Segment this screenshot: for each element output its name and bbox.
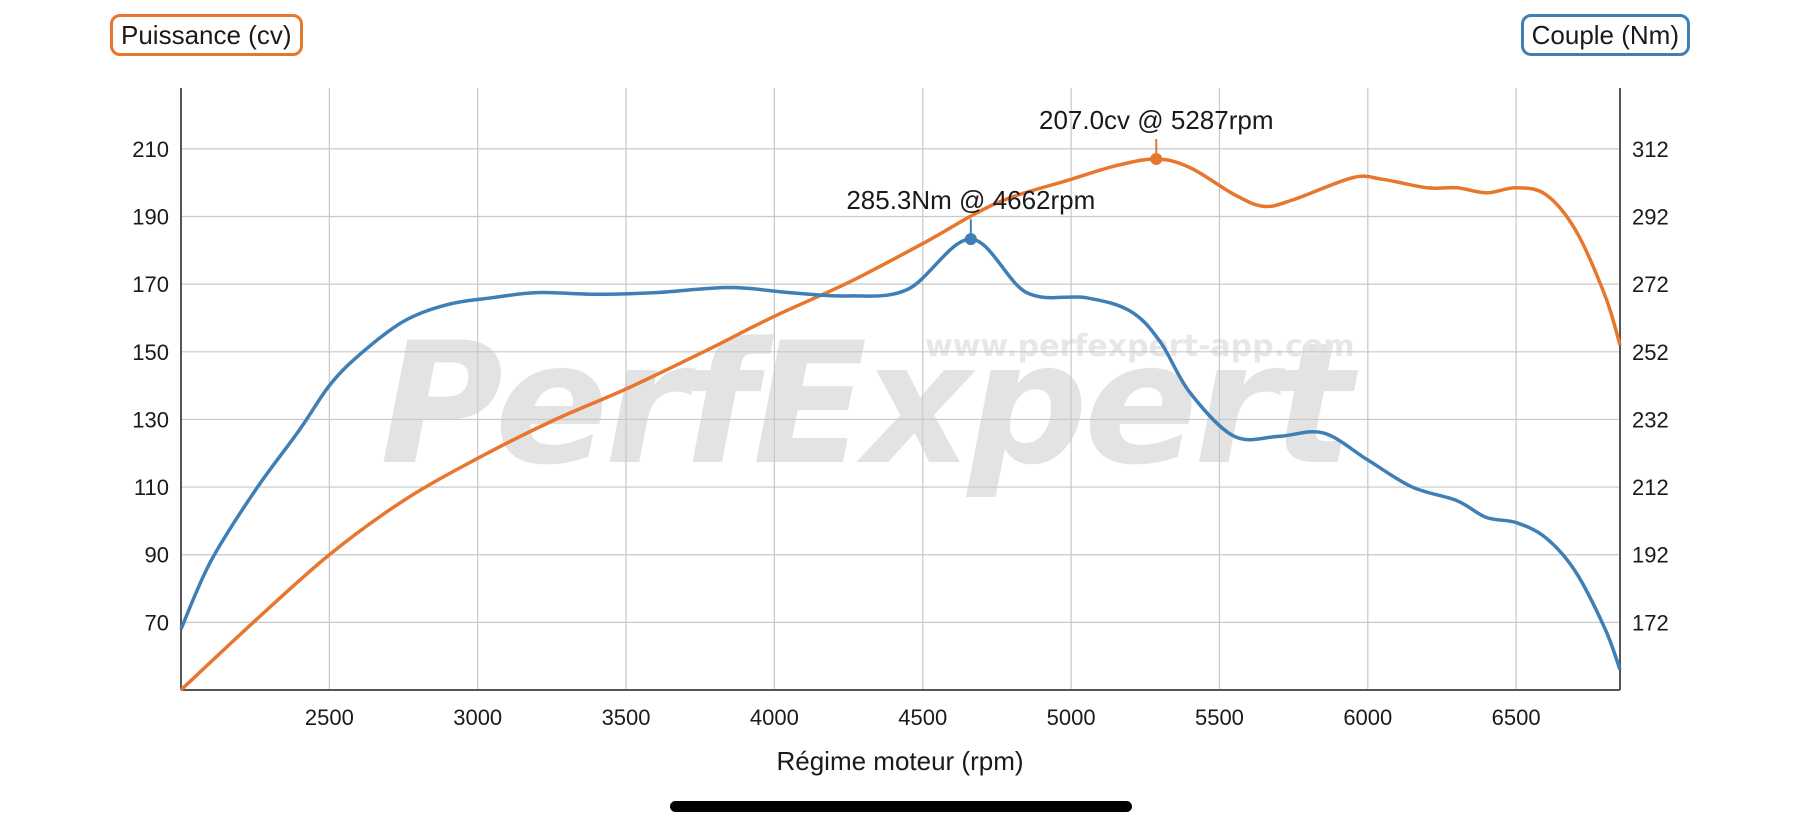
- watermark-url-text: www.perfexpert-app.com: [925, 329, 1355, 364]
- torque-peak-label: 285.3Nm @ 4662rpm: [846, 185, 1095, 215]
- y-right-tick-label: 252: [1632, 340, 1669, 365]
- torque-series-line: [179, 237, 1622, 671]
- y-left-tick-label: 170: [132, 272, 169, 297]
- legend-power[interactable]: Puissance (cv): [110, 14, 303, 56]
- y-left-tick-label: 190: [132, 205, 169, 230]
- x-tick-label: 5500: [1195, 705, 1244, 730]
- y-left-tick-label: 90: [145, 543, 169, 568]
- power-peak-point: [1150, 153, 1163, 166]
- y-left-tick-label: 150: [132, 340, 169, 365]
- y-left-tick-label: 70: [145, 610, 169, 635]
- y-left-tick-label: 210: [132, 137, 169, 162]
- y-right-tick-label: 212: [1632, 475, 1669, 500]
- x-tick-label: 4000: [750, 705, 799, 730]
- home-indicator-bar[interactable]: [670, 801, 1132, 812]
- y-right-tick-label: 292: [1632, 205, 1669, 230]
- x-tick-label: 3500: [602, 705, 651, 730]
- y-right-tick-label: 232: [1632, 407, 1669, 432]
- perfexpert-watermark: PerfExpert www.perfexpert-app.com: [380, 306, 1363, 502]
- x-tick-label: 6000: [1343, 705, 1392, 730]
- legend-torque[interactable]: Couple (Nm): [1520, 14, 1690, 56]
- x-tick-label: 4500: [898, 705, 947, 730]
- y-left-tick-label: 110: [134, 475, 169, 500]
- peak-markers: 207.0cv @ 5287rpm 285.3Nm @ 4662rpm: [846, 105, 1274, 246]
- power-series-line: [179, 157, 1622, 692]
- power-peak-label: 207.0cv @ 5287rpm: [1039, 105, 1274, 135]
- y-right-tick-label: 272: [1632, 272, 1669, 297]
- y-right-tick-label: 192: [1632, 543, 1669, 568]
- x-tick-label: 3000: [453, 705, 502, 730]
- tick-labels: 2500 3000 3500 4000 4500 5000 5500 6000 6500 70 90…: [132, 137, 1668, 730]
- x-tick-label: 2500: [305, 705, 354, 730]
- axes: [180, 88, 1621, 691]
- x-tick-label: 5000: [1047, 705, 1096, 730]
- y-right-tick-label: 312: [1632, 137, 1669, 162]
- x-tick-label: 6500: [1492, 705, 1541, 730]
- y-left-tick-label: 130: [132, 407, 169, 432]
- y-right-tick-label: 172: [1632, 610, 1669, 635]
- torque-peak-point: [964, 233, 977, 246]
- x-axis-title: Régime moteur (rpm): [776, 746, 1023, 776]
